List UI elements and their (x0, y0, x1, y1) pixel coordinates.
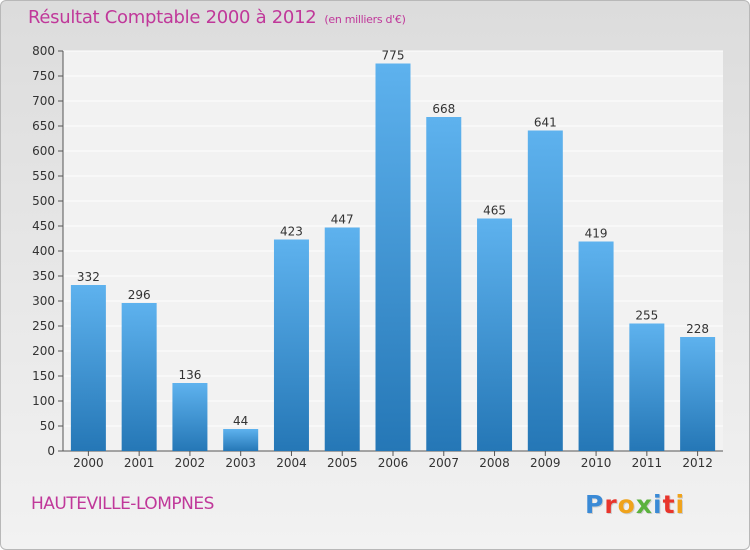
bar (273, 239, 309, 451)
logo-letter: i (653, 490, 663, 519)
x-tick-label: 2002 (175, 456, 206, 470)
bar (172, 383, 208, 451)
bar-value-label: 641 (534, 116, 557, 130)
bar (578, 241, 614, 451)
y-tick-label: 0 (47, 444, 55, 458)
x-tick-label: 2008 (479, 456, 510, 470)
bar-value-label: 775 (382, 49, 405, 63)
y-tick-label: 750 (32, 69, 55, 83)
bar (477, 218, 513, 451)
y-tick-label: 250 (32, 319, 55, 333)
bar-value-label: 228 (686, 322, 709, 336)
bar (527, 130, 563, 451)
bar-value-label: 465 (483, 204, 506, 218)
bar-value-label: 419 (585, 227, 608, 241)
x-tick-label: 2007 (428, 456, 459, 470)
bar (426, 117, 462, 451)
logo-letter: t (662, 490, 676, 519)
bar-value-label: 255 (635, 309, 658, 323)
logo-letter: o (617, 490, 636, 519)
chart-title-text: Résultat Comptable 2000 à 2012 (28, 7, 317, 28)
bar (629, 323, 665, 451)
bar (70, 285, 106, 451)
y-tick-label: 150 (32, 369, 55, 383)
x-tick-label: 2000 (73, 456, 104, 470)
bar-value-label: 296 (128, 288, 151, 302)
bar-value-label: 447 (331, 213, 354, 227)
chart-subtitle: (en milliers d'€) (324, 13, 406, 26)
y-tick-label: 50 (40, 419, 55, 433)
bar (680, 337, 716, 451)
logo-letter: i (675, 490, 686, 519)
bar-value-label: 668 (432, 102, 455, 116)
x-tick-label: 2005 (327, 456, 358, 470)
x-tick-label: 2004 (276, 456, 307, 470)
logo-letter: r (604, 490, 618, 519)
bar-value-label: 423 (280, 225, 303, 239)
city-name: HAUTEVILLE-LOMPNES (31, 494, 214, 514)
y-tick-label: 200 (32, 344, 55, 358)
y-tick-label: 500 (32, 194, 55, 208)
y-tick-label: 700 (32, 94, 55, 108)
bar-value-label: 44 (233, 414, 248, 428)
y-tick-label: 100 (32, 394, 55, 408)
x-tick-label: 2011 (632, 456, 663, 470)
proxiti-logo: Proxiti (585, 490, 685, 519)
y-tick-label: 350 (32, 269, 55, 283)
x-tick-label: 2001 (124, 456, 155, 470)
x-tick-label: 2012 (682, 456, 713, 470)
y-tick-label: 400 (32, 244, 55, 258)
x-tick-label: 2006 (378, 456, 409, 470)
x-tick-label: 2009 (530, 456, 561, 470)
bar-value-label: 332 (77, 270, 100, 284)
y-tick-label: 800 (32, 44, 55, 58)
bar-value-label: 136 (178, 368, 201, 382)
y-tick-label: 300 (32, 294, 55, 308)
x-tick-label: 2010 (581, 456, 612, 470)
y-tick-label: 450 (32, 219, 55, 233)
logo-letter: P (585, 490, 605, 519)
bar (223, 429, 259, 451)
bar (324, 227, 360, 451)
y-tick-label: 550 (32, 169, 55, 183)
y-tick-label: 650 (32, 119, 55, 133)
logo-letter: x (635, 490, 653, 519)
x-tick-label: 2003 (225, 456, 256, 470)
bar (375, 63, 411, 451)
bar (121, 303, 157, 451)
chart-title: Résultat Comptable 2000 à 2012 (en millie… (28, 7, 406, 28)
y-tick-label: 600 (32, 144, 55, 158)
